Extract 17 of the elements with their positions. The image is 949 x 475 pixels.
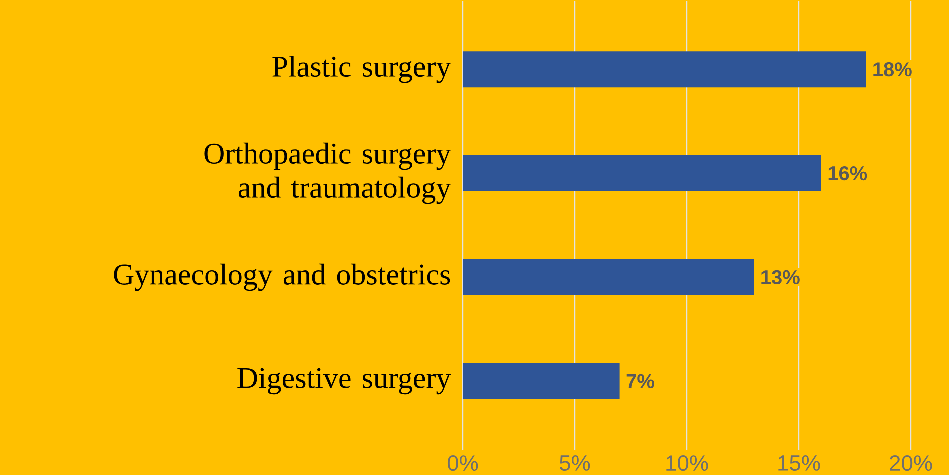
bar <box>463 52 866 88</box>
y-tick-label: Plastic surgery <box>272 56 452 84</box>
y-tick-label: Digestive surgery <box>238 368 452 395</box>
data-label: 7% <box>626 374 654 388</box>
x-tick-label: 20% <box>890 456 932 472</box>
y-tick-label: Gynaecology and obstetrics <box>114 264 450 292</box>
x-tick-label: 10% <box>666 456 708 472</box>
x-tick-label: 5% <box>560 456 590 472</box>
x-tick-label: 0% <box>448 456 478 472</box>
data-label: 18% <box>874 62 912 77</box>
bar <box>463 363 620 400</box>
y-tick-label: Orthopaedic surgery and traumatology <box>204 142 452 204</box>
x-tick-label: 15% <box>778 456 820 472</box>
bar <box>463 259 754 296</box>
bar <box>463 156 822 192</box>
data-label: 13% <box>762 270 800 285</box>
data-label: 16% <box>828 166 868 181</box>
